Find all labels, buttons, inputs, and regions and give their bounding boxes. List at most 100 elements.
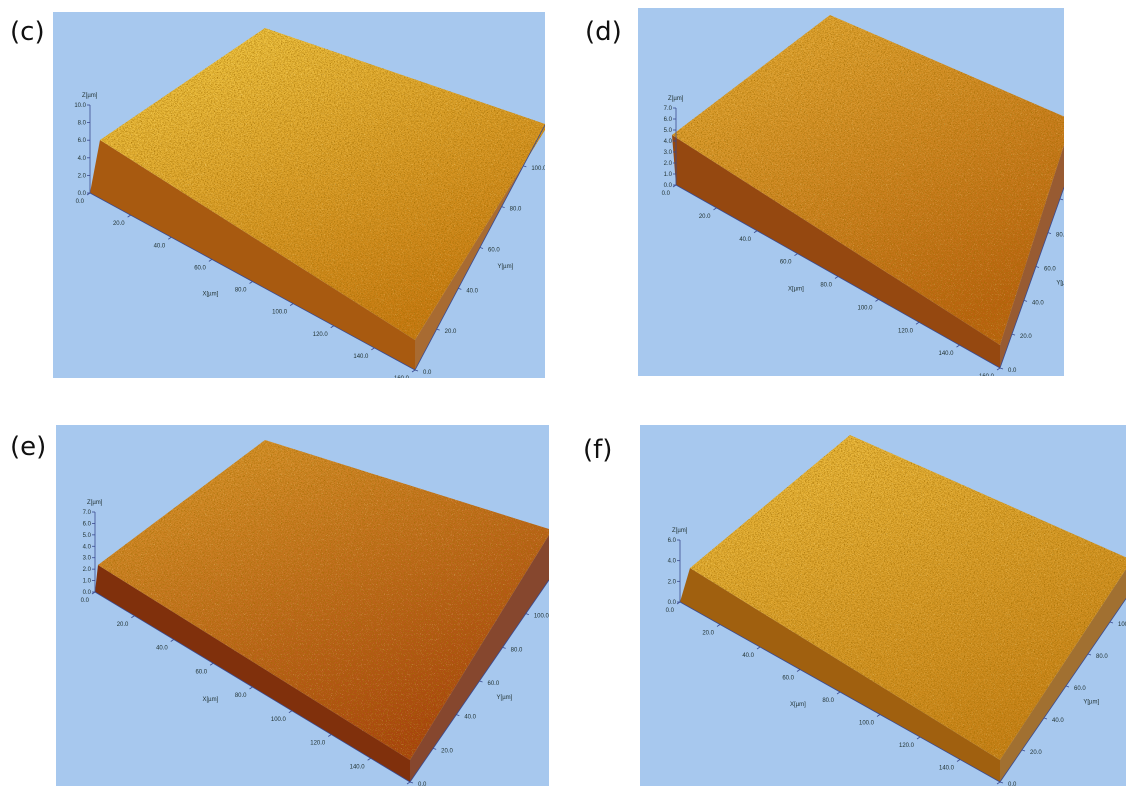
x-tick-label: 0.0 <box>666 608 675 614</box>
y-tick-label: 80.0 <box>510 207 522 213</box>
z-tick-label: 2.0 <box>83 567 92 573</box>
panel-label: (d) <box>585 17 622 47</box>
z-axis-title: Z[µm] <box>668 96 684 102</box>
y-tick-label: 60.0 <box>1044 267 1056 273</box>
y-axis-title: Y[µm] <box>498 264 514 270</box>
y-tick-label: 80.0 <box>1096 654 1108 660</box>
z-axis-title: Z[µm] <box>672 528 688 534</box>
x-tick-label: 20.0 <box>699 214 711 220</box>
y-tick-label: 0.0 <box>423 370 432 376</box>
y-tick-label: 60.0 <box>488 681 500 687</box>
surface-plot: 6.0 4.0 2.0 0.0 0.0 20.0 40.0 60.0 80.0 100.0 120.… <box>640 425 1126 786</box>
y-tick-label: 80.0 <box>511 647 523 653</box>
y-tick-label: 60.0 <box>488 248 500 254</box>
x-tick-label: 20.0 <box>117 622 129 628</box>
y-tick-label: 100.0 <box>534 614 550 620</box>
x-tick-label: 140.0 <box>353 354 369 360</box>
x-tick-label: 140.0 <box>938 351 954 357</box>
x-tick-label: 80.0 <box>820 283 832 289</box>
x-tick-label: 120.0 <box>898 328 914 334</box>
x-tick-label: 0.0 <box>76 199 85 205</box>
x-axis-title: X[µm] <box>203 292 219 298</box>
z-tick-label: 0.0 <box>664 183 673 189</box>
x-tick-label: 0.0 <box>81 598 90 604</box>
z-axis-title: Z[µm] <box>82 93 98 99</box>
x-tick-label: 120.0 <box>899 743 915 749</box>
z-tick-label: 4.0 <box>664 139 673 145</box>
x-tick-label: 140.0 <box>350 764 366 770</box>
x-tick-label: 140.0 <box>939 766 955 772</box>
y-tick-label: 40.0 <box>1052 718 1064 724</box>
x-tick-label: 80.0 <box>235 288 247 294</box>
x-tick-label: 20.0 <box>702 631 714 637</box>
z-tick-label: 4.0 <box>78 156 87 162</box>
x-tick-label: 40.0 <box>739 237 751 243</box>
x-tick-label: 60.0 <box>194 265 206 271</box>
x-tick-label: 60.0 <box>780 260 792 266</box>
y-tick-label: 20.0 <box>445 329 457 335</box>
z-tick-label: 6.0 <box>83 521 92 527</box>
z-tick-label: 4.0 <box>83 544 92 550</box>
y-tick-label: 40.0 <box>1032 300 1044 306</box>
z-tick-label: 6.0 <box>668 538 677 544</box>
z-tick-label: 3.0 <box>83 556 92 562</box>
panel-label: (e) <box>10 432 46 462</box>
y-tick-label: 0.0 <box>1008 368 1017 374</box>
x-tick-label: 20.0 <box>113 221 125 227</box>
y-tick-label: 20.0 <box>1020 334 1032 340</box>
x-tick-label: 80.0 <box>235 693 247 699</box>
x-tick-label: 0.0 <box>662 191 671 197</box>
z-tick-label: 10.0 <box>74 103 86 109</box>
x-tick-label: 40.0 <box>742 653 754 659</box>
z-tick-label: 0.0 <box>78 191 87 197</box>
z-tick-label: 1.0 <box>83 579 92 585</box>
x-axis-title: X[µm] <box>203 697 219 703</box>
z-tick-label: 7.0 <box>664 106 673 112</box>
x-tick-label: 40.0 <box>154 243 166 249</box>
z-tick-label: 0.0 <box>668 600 677 606</box>
z-tick-label: 4.0 <box>668 559 677 565</box>
z-tick-label: 6.0 <box>78 138 87 144</box>
y-tick-label: 40.0 <box>466 288 478 294</box>
z-tick-label: 3.0 <box>664 150 673 156</box>
z-tick-label: 2.0 <box>78 173 87 179</box>
y-tick-label: 20.0 <box>1030 750 1042 756</box>
surface-plot: 7.0 6.0 5.0 4.0 3.0 2.0 1.0 0.0 0.0 20.0 40.0 60.0 8… <box>56 425 573 786</box>
z-tick-label: 8.0 <box>78 121 87 127</box>
x-tick-label: 120.0 <box>313 332 329 338</box>
x-tick-label: 100.0 <box>857 305 873 311</box>
z-tick-label: 6.0 <box>664 117 673 123</box>
panel-label: (f) <box>583 435 612 465</box>
x-tick-label: 40.0 <box>156 646 168 652</box>
y-tick-label: 0.0 <box>418 782 427 786</box>
panel-label: (c) <box>10 17 45 47</box>
x-tick-label: 60.0 <box>782 676 794 682</box>
z-tick-label: 0.0 <box>83 590 92 596</box>
x-axis-title: X[µm] <box>790 702 806 708</box>
x-axis-title: X[µm] <box>788 287 804 293</box>
y-axis-title: Y[µm] <box>1083 700 1099 706</box>
y-tick-label: 100.0 <box>531 166 547 172</box>
y-tick-label: 60.0 <box>1074 686 1086 692</box>
z-axis-title: Z[µm] <box>87 500 103 506</box>
z-tick-label: 7.0 <box>83 510 92 516</box>
surface-plot: 10.0 8.0 6.0 4.0 2.0 0.0 0.0 20.0 40.0 60.0 80.0 10… <box>53 12 569 382</box>
y-axis-title: Y[µm] <box>497 695 513 701</box>
x-tick-label: 60.0 <box>195 669 207 675</box>
surface-plot: 7.0 6.0 5.0 4.0 3.0 2.0 1.0 0.0 0.0 20.0 40.0 60.0 8… <box>638 8 1096 380</box>
x-tick-label: 100.0 <box>859 721 875 727</box>
y-tick-label: 40.0 <box>464 715 476 721</box>
z-tick-label: 5.0 <box>83 533 92 539</box>
x-tick-label: 80.0 <box>822 698 834 704</box>
z-tick-label: 1.0 <box>664 172 673 178</box>
figure: (c) 10.0 8.0 6.0 4.0 2.0 0.0 0.0 20.0 40.0 60.0 80.… <box>0 0 1126 786</box>
x-tick-label: 100.0 <box>272 310 288 316</box>
x-tick-label: 100.0 <box>271 717 287 723</box>
x-tick-label: 120.0 <box>310 741 326 747</box>
z-tick-label: 5.0 <box>664 128 673 134</box>
z-tick-label: 2.0 <box>668 579 677 585</box>
y-tick-label: 0.0 <box>1008 782 1017 786</box>
y-tick-label: 20.0 <box>441 748 453 754</box>
y-tick-label: 100.0 <box>1118 622 1126 628</box>
z-tick-label: 2.0 <box>664 161 673 167</box>
